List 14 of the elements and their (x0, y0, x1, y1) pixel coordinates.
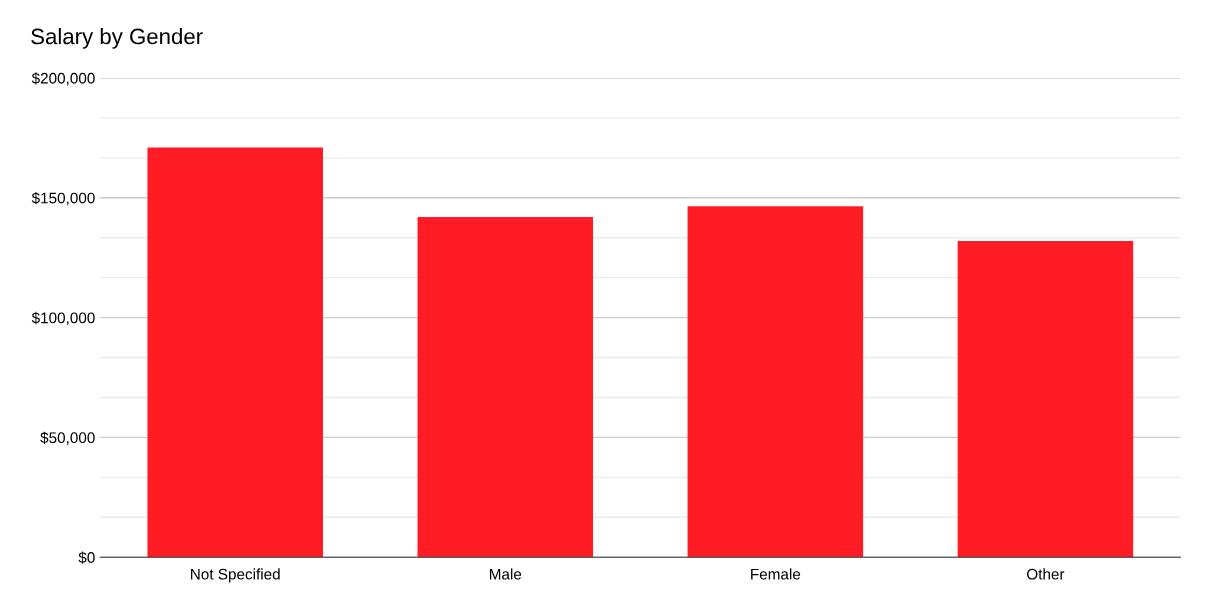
y-tick-label: $150,000 (31, 192, 95, 206)
bar (417, 216, 594, 558)
chart-title: Salary by Gender (31, 28, 203, 49)
y-tick-label: $100,000 (31, 311, 95, 326)
x-tick-label: Male (489, 568, 522, 580)
y-tick-label: $200,000 (31, 72, 95, 86)
x-tick-label: Other (1027, 568, 1065, 580)
y-tick-label: $50,000 (40, 431, 95, 445)
bar (957, 240, 1134, 558)
bar (147, 147, 323, 558)
x-tick-label: Female (751, 568, 801, 580)
x-tick-label: Not Specified (191, 568, 280, 583)
bar (687, 206, 864, 558)
y-tick-label: $0 (78, 551, 95, 564)
